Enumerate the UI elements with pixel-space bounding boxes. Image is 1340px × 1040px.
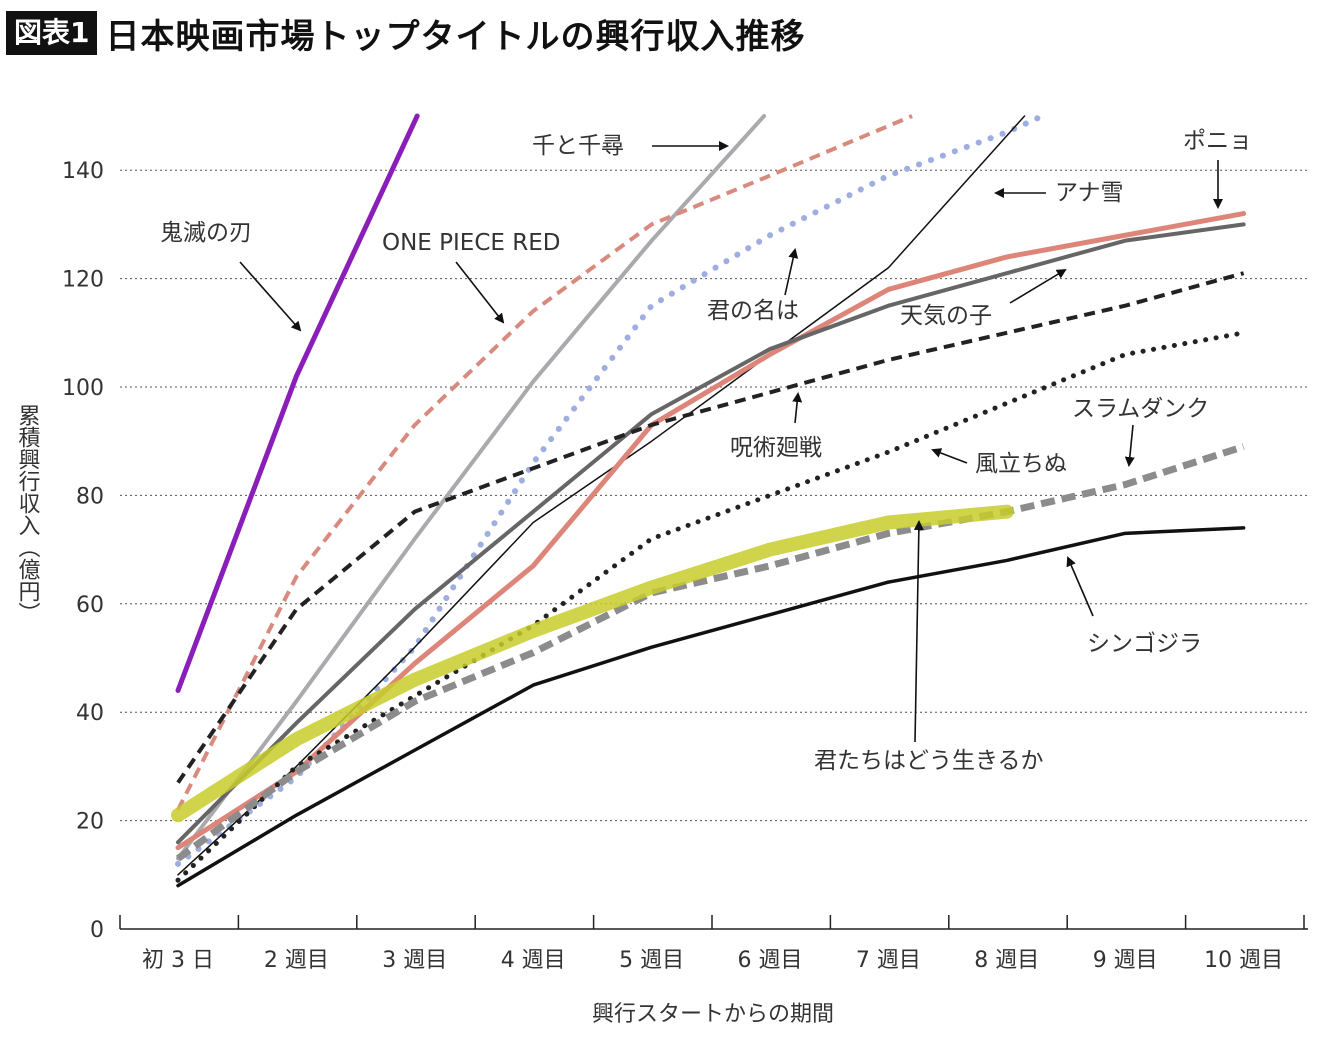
annotation-label-6: 天気の子 [900, 303, 992, 329]
y-tick-label-0: 0 [90, 918, 104, 943]
annotation-label-5: 君の名は [707, 298, 799, 324]
series-10-line [176, 526, 1246, 888]
series-0-line [175, 113, 420, 694]
annotation-arrow-11 [913, 520, 924, 743]
annotation-arrow-4 [455, 261, 505, 324]
x-tick-label: 9 週目 [1093, 948, 1158, 973]
y-tick-label-40: 40 [76, 701, 104, 726]
y-tick-label-120: 120 [62, 268, 104, 293]
series-11-line [171, 504, 1014, 823]
annotation-label-9: スラムダンク [1072, 396, 1209, 422]
annotation-label-10: シンゴジラ [1087, 631, 1202, 657]
x-tick-label: 7 週目 [856, 948, 921, 973]
chart-title: 日本映画市場トップタイトルの興行収入推移 [105, 16, 806, 57]
series-7-line [176, 271, 1245, 784]
annotation-label-1: ポニョ [1183, 128, 1252, 154]
annotation-arrow-3 [239, 261, 302, 332]
y-axis-title: 累積興行収入（億円） [15, 404, 41, 624]
series-9-line [175, 443, 1245, 862]
annotation-label-7: 呪術廻戦 [730, 435, 822, 461]
x-tick-label: 10 週目 [1204, 948, 1283, 973]
y-tick-label-140: 140 [62, 159, 104, 184]
x-tick-label: 初 3 日 [142, 948, 214, 973]
x-tick-label: 3 週目 [382, 948, 447, 973]
annotation-label-8: 風立ちぬ [975, 451, 1067, 477]
annotation-label-4: ONE PIECE RED [382, 230, 560, 256]
axes: 0 20 40 60 80 100 120 140 初 3 日 2 週目 3 週目 4 週目 5 週目 6… [15, 159, 1308, 1027]
x-axis-title: 興行スタートからの期間 [592, 1002, 834, 1027]
annotation-arrow-10 [1066, 556, 1094, 617]
annotation-arrow-8 [931, 448, 968, 464]
series-2-line [176, 114, 913, 811]
annotation-label-11: 君たちはどう生きるか [814, 748, 1044, 774]
series-lines [171, 113, 1247, 888]
series-4-line [177, 115, 1026, 876]
series-8-line [175, 330, 1247, 883]
annotation-arrow-5 [784, 248, 799, 296]
annotation-arrow-9 [1124, 424, 1135, 467]
annotation-arrow-7 [792, 392, 803, 424]
y-tick-label-20: 20 [76, 810, 104, 835]
annotation-label-3: 鬼滅の刃 [160, 220, 252, 246]
y-tick-label-60: 60 [76, 593, 104, 618]
series-1-line [176, 114, 767, 861]
x-tick-label: 5 週目 [619, 948, 684, 973]
annotation-label-2: アナ雪 [1055, 180, 1124, 206]
gridlines [120, 169, 1308, 822]
x-tick-label: 8 週目 [974, 948, 1039, 973]
series-5-line [175, 211, 1247, 851]
annotation-label-0: 千と千尋 [532, 133, 624, 159]
x-tick-label: 6 週目 [738, 948, 803, 973]
y-tick-label-100: 100 [62, 376, 104, 401]
chart-header: 図表1 日本映画市場トップタイトルの興行収入推移 [6, 8, 805, 58]
x-tick-label: 2 週目 [264, 948, 329, 973]
y-tick-label-80: 80 [76, 484, 104, 509]
figure-badge: 図表1 [6, 11, 98, 55]
annotation-arrow-6 [1009, 268, 1067, 304]
series-6-line [176, 222, 1246, 845]
x-tick-label: 4 週目 [501, 948, 566, 973]
